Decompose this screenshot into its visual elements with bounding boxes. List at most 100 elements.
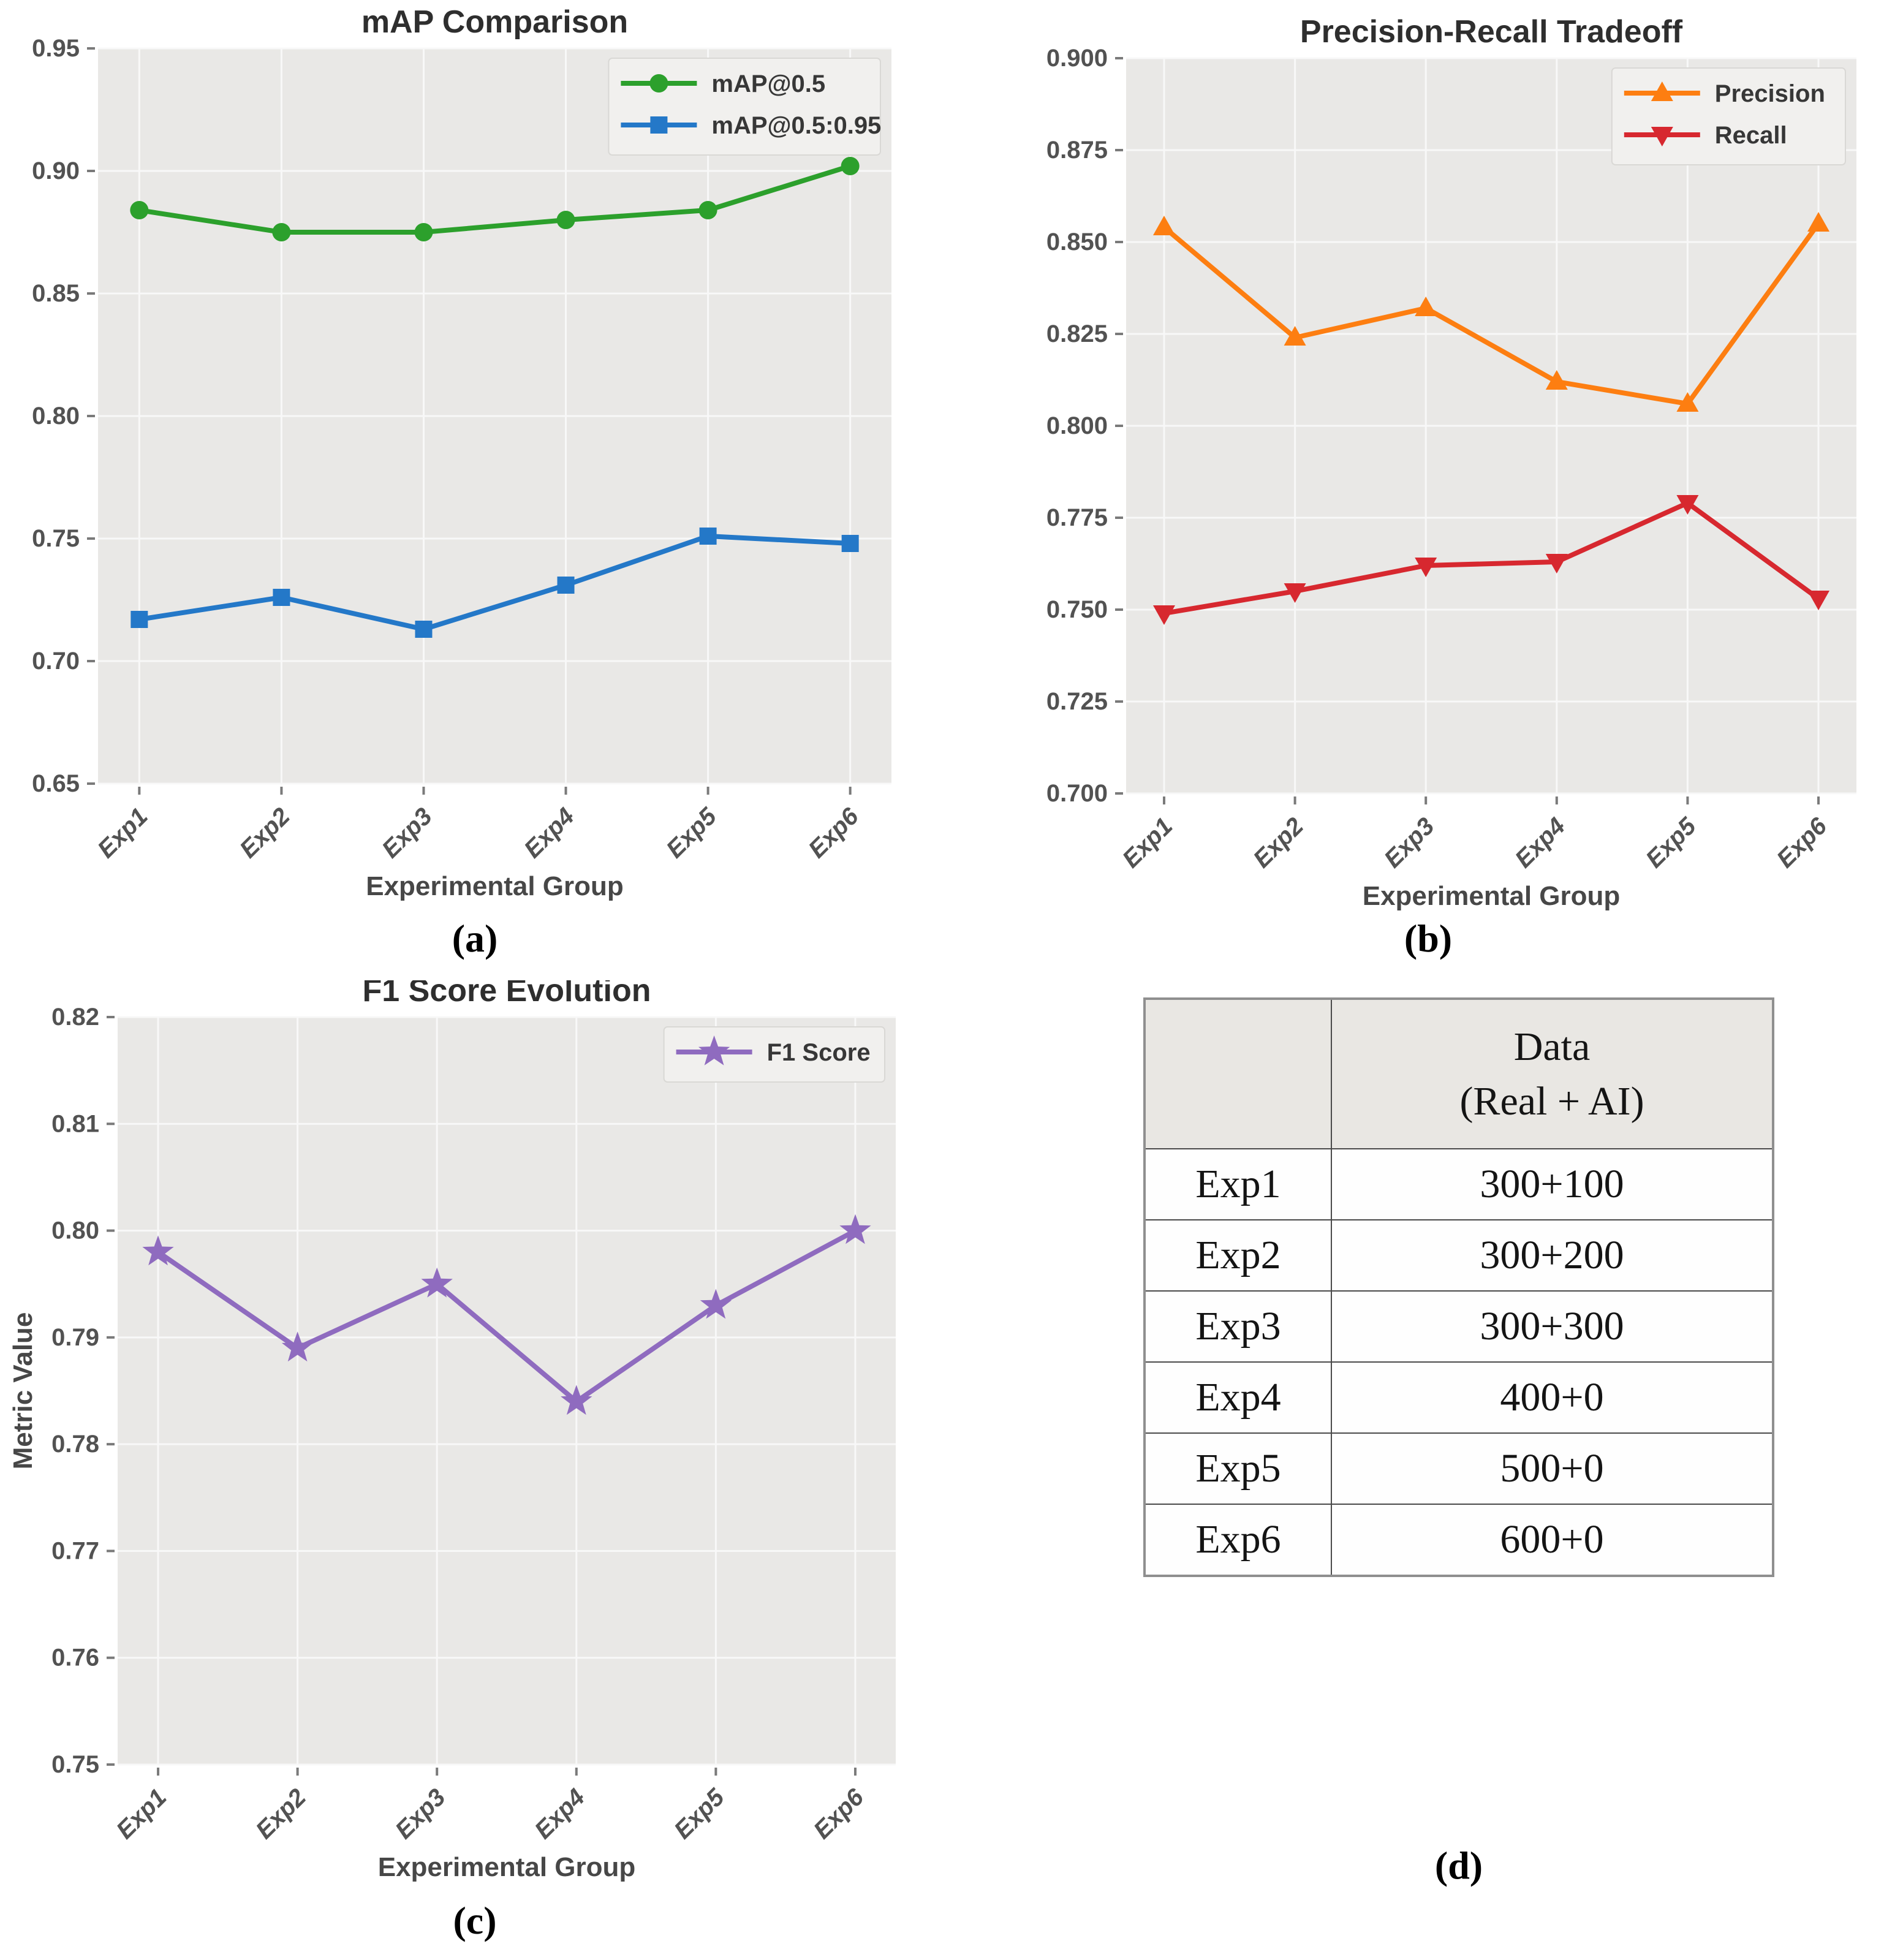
gridlines <box>118 1016 896 1766</box>
data-point-marker <box>1152 605 1175 625</box>
data-point-marker <box>1545 554 1568 573</box>
x-tick-label: Exp1 <box>1118 812 1178 873</box>
x-tick-label: Exp6 <box>1772 812 1833 873</box>
plot-area <box>118 1017 896 1765</box>
y-tick-label: 0.850 <box>1046 229 1108 255</box>
y-tick-label: 0.75 <box>32 525 80 552</box>
caption-d: (d) <box>1434 1844 1483 1887</box>
caption-b: (b) <box>1404 917 1453 960</box>
table-row: Exp4 400+0 <box>1144 1361 1774 1434</box>
data-table-wrap: Data (Real + AI) Exp1 300+100 Exp2 300+2… <box>1143 997 1774 1577</box>
y-tick-label: 0.85 <box>32 280 80 307</box>
data-point-marker <box>1807 212 1830 232</box>
x-tick-label: Exp6 <box>803 803 864 863</box>
y-tick-label: 0.79 <box>51 1324 99 1351</box>
y-tick-label: 0.95 <box>32 35 80 62</box>
legend: Precision Recall <box>1611 67 1847 165</box>
table-row-value: 300+200 <box>1331 1219 1774 1292</box>
x-axis-ticks: Exp1 Exp2 Exp3 Exp4 Exp5 Exp6 <box>93 787 864 863</box>
y-axis-ticks: 0.75 0.76 0.77 0.78 0.79 0.80 0.81 0.82 <box>51 1004 115 1778</box>
data-point-marker <box>841 157 860 175</box>
data-point-marker <box>841 535 859 552</box>
series-map-0-5-0-95 <box>131 528 859 638</box>
data-point-marker <box>1651 127 1673 146</box>
y-tick-label: 0.825 <box>1046 320 1108 347</box>
series-line <box>137 534 853 632</box>
chart-title: F1 Score Evolution <box>363 980 651 1008</box>
series-recall <box>1152 495 1830 625</box>
chart-title: mAP Comparison <box>361 4 628 40</box>
x-tick-label: Exp5 <box>1641 812 1701 873</box>
x-axis-label: Experimental Group <box>378 1852 636 1882</box>
table-row-value: 300+300 <box>1331 1290 1774 1363</box>
table-header-row: Data (Real + AI) <box>1144 998 1774 1149</box>
table-row-label: Exp1 <box>1144 1148 1332 1220</box>
data-point-marker <box>1545 370 1568 390</box>
y-tick-label: 0.77 <box>51 1537 99 1564</box>
y-tick-label: 0.81 <box>51 1110 99 1137</box>
data-point-marker <box>142 1235 174 1266</box>
series-line <box>156 1228 858 1404</box>
legend-box <box>663 1026 885 1083</box>
precision-recall-chart: 0.700 0.725 0.750 0.775 0.800 0.825 0.850 0.875… <box>1046 14 1856 911</box>
data-point-marker <box>649 74 668 93</box>
legend-label: F1 Score <box>767 1039 871 1066</box>
table-row: Exp5 500+0 <box>1144 1432 1774 1505</box>
data-point-marker <box>1676 495 1699 515</box>
chart-title: Precision-Recall Tradeoff <box>1300 14 1683 50</box>
data-point-marker <box>699 528 717 545</box>
data-point-marker <box>130 201 149 219</box>
y-tick-label: 0.725 <box>1046 688 1108 715</box>
data-point-marker <box>1807 591 1830 610</box>
data-point-marker <box>839 1214 871 1244</box>
legend-label: mAP@0.5:0.95 <box>711 112 881 139</box>
series-line <box>137 164 853 235</box>
y-tick-label: 0.90 <box>32 157 80 184</box>
legend: F1 Score <box>663 1026 885 1083</box>
table-row: Exp2 300+200 <box>1144 1219 1774 1292</box>
y-tick-label: 0.700 <box>1046 780 1108 807</box>
x-tick-label: Exp6 <box>809 1784 869 1844</box>
data-point-marker <box>698 201 717 219</box>
data-point-marker <box>1284 583 1306 603</box>
data-point-marker <box>1152 216 1175 235</box>
experiment-data-table: Data (Real + AI) Exp1 300+100 Exp2 300+2… <box>1143 997 1774 1577</box>
x-axis-ticks: Exp1 Exp2 Exp3 Exp4 Exp5 Exp6 <box>112 1768 869 1844</box>
series-map-0-5 <box>130 157 860 241</box>
x-tick-label: Exp1 <box>112 1784 172 1844</box>
x-tick-label: Exp5 <box>669 1784 730 1844</box>
data-point-marker <box>1651 81 1673 101</box>
caption-a: (a) <box>452 917 498 960</box>
table-row-label: Exp5 <box>1144 1432 1332 1505</box>
data-point-marker <box>650 116 668 134</box>
y-axis-ticks: 0.65 0.70 0.75 0.80 0.85 0.90 0.95 <box>32 35 95 797</box>
gridlines <box>1126 57 1856 795</box>
y-tick-label: 0.65 <box>32 770 80 797</box>
table-row-label: Exp4 <box>1144 1361 1332 1434</box>
f1-score-chart: 0.75 0.76 0.77 0.78 0.79 0.80 0.81 0.82 Exp1 Exp2… <box>8 980 896 1882</box>
table-header-line2: (Real + AI) <box>1459 1079 1644 1124</box>
table-row: Exp1 300+100 <box>1144 1148 1774 1220</box>
data-point-marker <box>700 1288 732 1319</box>
table-row-label: Exp2 <box>1144 1219 1332 1292</box>
data-point-marker <box>273 589 290 606</box>
panel-f1-score: 0.75 0.76 0.77 0.78 0.79 0.80 0.81 0.82 Exp1 Exp2… <box>0 980 950 1960</box>
y-tick-label: 0.775 <box>1046 504 1108 531</box>
series-line <box>1162 221 1821 406</box>
caption-c: (c) <box>453 1899 497 1942</box>
table-row-value: 500+0 <box>1331 1432 1774 1505</box>
data-point-marker <box>414 223 433 241</box>
panel-map-comparison: 0.65 0.70 0.75 0.80 0.85 0.90 0.95 Exp1 Exp2 Exp3… <box>0 0 950 980</box>
table-header-data: Data (Real + AI) <box>1331 998 1774 1149</box>
map-comparison-chart: 0.65 0.70 0.75 0.80 0.85 0.90 0.95 Exp1 Exp2 Exp3… <box>32 4 891 901</box>
data-point-marker <box>281 1331 314 1362</box>
x-axis-ticks: Exp1 Exp2 Exp3 Exp4 Exp5 Exp6 <box>1118 796 1833 873</box>
y-tick-label: 0.82 <box>51 1004 99 1031</box>
table-row: Exp6 600+0 <box>1144 1504 1774 1576</box>
y-tick-label: 0.70 <box>32 648 80 675</box>
table-header-line1: Data <box>1513 1024 1591 1069</box>
legend-label: Recall <box>1715 122 1787 149</box>
table-row-value: 300+100 <box>1331 1148 1774 1220</box>
table-row: Exp3 300+300 <box>1144 1290 1774 1363</box>
